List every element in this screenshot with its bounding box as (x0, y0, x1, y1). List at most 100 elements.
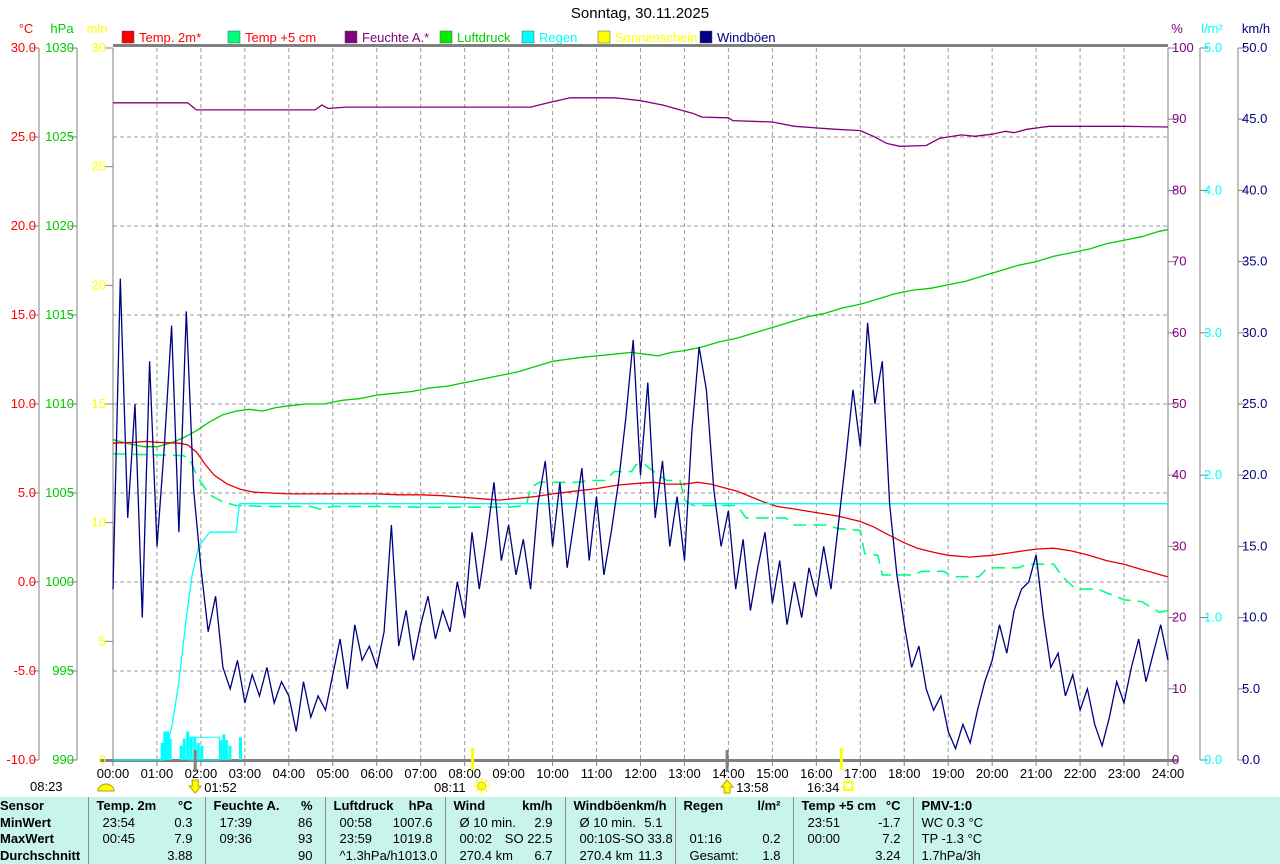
x-axis-tick-label: 03:00 (229, 766, 262, 781)
legend-item: Temp +5 cm (227, 30, 316, 45)
col-header: PMV-1:0 (921, 797, 973, 813)
legend-swatch-icon (699, 30, 713, 44)
stat-cell: 00:58 1007.6 (339, 814, 433, 830)
axis-min: min 0 5 10 15 20 25 30 (87, 21, 114, 767)
pmv-value: TP -1.3 °C (921, 831, 983, 847)
series-luftdruck (112, 228, 1169, 448)
axis-kmh: km/h 0.0 5.0 10.0 15.0 20.0 25.0 30.0 35.0 40.0 45… (1237, 21, 1270, 767)
axis-tick-label: 0.0 (1204, 752, 1222, 767)
axis-lm2: l/m² 0.0 1.0 2.0 3.0 4.0 5.0 (1199, 21, 1223, 767)
rain-bar (179, 745, 183, 760)
sun-ray (475, 779, 479, 783)
x-axis-tick-label: 05:00 (317, 766, 350, 781)
x-axis-tick-label: 18:00 (888, 766, 921, 781)
row-header: Durchschnitt (0, 848, 81, 864)
x-axis-tick-label: 01:00 (141, 766, 174, 781)
axis-tick-label: 90 (1172, 111, 1186, 126)
axis-tick-label: 15.0 (11, 307, 36, 322)
legend-swatch-icon (344, 30, 358, 44)
rain-bar (224, 740, 228, 760)
weather-chart: Sonntag, 30.11.2025 Temp. 2m* Temp +5 cm F… (6, 5, 1270, 795)
rain-bar (189, 737, 193, 760)
axis-tick-label: 5 (99, 633, 106, 648)
legend-item: Windböen (699, 30, 776, 45)
rain-bar (200, 745, 204, 760)
axis-tick-label: 10.0 (1242, 610, 1267, 625)
axis-unit-label: % (1171, 21, 1183, 36)
axis-tick-label: 1000 (45, 574, 74, 589)
stat-cell: 01:16 0.2 (689, 831, 781, 847)
axis-tick-label: 45.0 (1242, 111, 1267, 126)
col-header: Feuchte A.% (213, 797, 313, 813)
plot-top-border (113, 44, 1168, 47)
table-header-row: Sensor Temp. 2m °C Feuchte A.% Luftdruck hPa W… (0, 797, 1280, 814)
axis-tick-label: 80 (1172, 182, 1186, 197)
legend-label: Feuchte A.* (362, 30, 429, 45)
row-header: MaxWert (0, 831, 54, 847)
legend-item: Sonnenschein (597, 30, 697, 45)
x-axis-tick-label: 16:00 (800, 766, 833, 781)
axis-tick-label: 0 (1172, 752, 1179, 767)
legend-swatch-icon (227, 30, 241, 44)
chart-series (112, 97, 1169, 761)
x-axis-labels: 00:00 01:00 02:00 03:00 04:00 05:00 06:00 07:00… (97, 760, 1185, 781)
legend-item: Feuchte A.* (344, 30, 429, 45)
series-windboeen (112, 278, 1169, 751)
stat-cell: 23:59 1019.8 (339, 831, 433, 847)
axis-tick-label: 30.0 (11, 40, 36, 55)
x-axis-tick-label: 11:00 (581, 766, 613, 781)
axis-tick-label: 30.0 (1242, 325, 1267, 340)
axis-hpa: hPa 990 995 1000 1005 1010 1015 1020 1025 1030 (45, 21, 78, 767)
col-header: Temp. 2m °C (96, 797, 193, 813)
legend-item: Luftdruck (439, 30, 511, 45)
x-axis-tick-label: 23:00 (1108, 766, 1141, 781)
axis-unit-label: °C (19, 21, 34, 36)
arrow-up-icon (720, 779, 735, 794)
col-header: Luftdruck hPa (333, 797, 433, 813)
legend-swatch-icon (521, 30, 535, 44)
rain-bar (160, 742, 164, 760)
axis-tick-label: 100 (1172, 40, 1194, 55)
axis-tick-label: 25.0 (1242, 396, 1267, 411)
x-axis-tick-label: 24:00 (1152, 766, 1185, 781)
stat-cell: Gesamt: 1.8 (689, 848, 781, 864)
stat-cell: ^1.3hPa/h 1013.0 (339, 848, 438, 864)
sun-ray (484, 779, 488, 783)
axis-tick-label: 60 (1172, 325, 1186, 340)
x-axis-tick-label: 06:00 (360, 766, 393, 781)
axis-tick-label: 5.0 (1204, 40, 1222, 55)
x-axis-tick-label: 09:00 (492, 766, 525, 781)
legend-label: Regen (539, 30, 577, 45)
rain-bar (238, 737, 242, 760)
col-header: Regen l/m² (683, 797, 781, 813)
axis-tick-label: 1015 (45, 307, 74, 322)
chart-title: Sonntag, 30.11.2025 (571, 5, 709, 22)
plot-bottom-axis (100, 759, 1178, 762)
axis-tick-label: 20 (1172, 610, 1186, 625)
sun-ray (475, 789, 479, 793)
rain-bar (168, 738, 172, 760)
rain-bar (228, 745, 232, 760)
axis-tick-label: 2.0 (1204, 467, 1222, 482)
col-header: Temp +5 cm °C (801, 797, 901, 813)
axis-tick-label: 0.0 (1242, 752, 1260, 767)
x-axis-tick-label: 17:00 (844, 766, 877, 781)
axis-tick-label: 20.0 (1242, 467, 1267, 482)
stats-table: Sensor Temp. 2m °C Feuchte A.% Luftdruck hPa W… (0, 797, 1280, 864)
axis-tick-label: 70 (1172, 254, 1186, 269)
stat-cell: 09:36 93 (219, 831, 313, 847)
axis-tick-label: 25 (92, 159, 106, 174)
axis-tick-label: 30 (1172, 538, 1186, 553)
moonset-time-label: 01:52 (204, 780, 237, 795)
arrow-down-icon (188, 779, 203, 794)
x-axis-tick-label: 15:00 (756, 766, 789, 781)
legend-label: Temp +5 cm (245, 30, 316, 45)
axis-tick-label: 1005 (45, 485, 74, 500)
sun-ray (484, 789, 488, 793)
legend-label: Sonnenschein (615, 30, 697, 45)
axis-unit-label: hPa (50, 21, 74, 36)
legend-label: Temp. 2m* (139, 30, 201, 45)
legend-item: Temp. 2m* (121, 30, 201, 45)
rain-bar (222, 734, 226, 760)
stat-cell: 270.4 km 6.7 (459, 848, 553, 864)
